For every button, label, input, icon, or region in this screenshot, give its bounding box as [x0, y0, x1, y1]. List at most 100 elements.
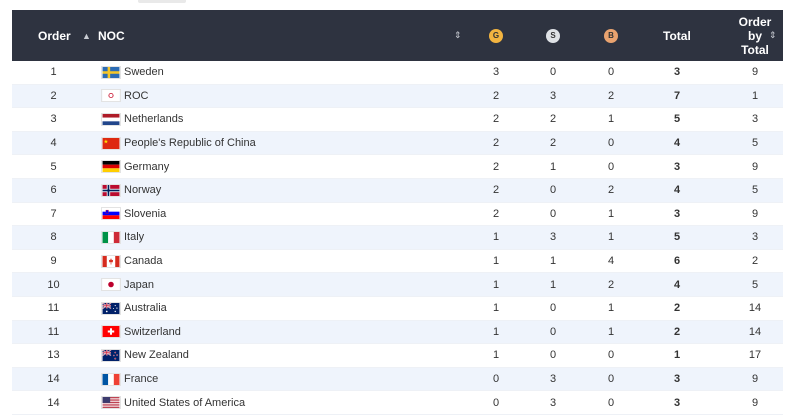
- silver-count: 3: [549, 373, 557, 386]
- noc-name[interactable]: Norway: [124, 184, 162, 197]
- order-cell: 14: [47, 396, 60, 409]
- order-cell: 10: [47, 278, 60, 291]
- order-by-total-cell: 5: [751, 137, 759, 150]
- table-row[interactable]: 13 New Zealand 1 0 0 1 17: [12, 344, 783, 368]
- gold-count: 2: [492, 160, 500, 173]
- order-by-total-cell: 17: [748, 349, 762, 362]
- noc-name[interactable]: Germany: [124, 160, 170, 173]
- bronze-count: 2: [607, 184, 615, 197]
- table-row[interactable]: 7 Slovenia 2 0 1 3 9: [12, 203, 783, 227]
- table-row[interactable]: 3 Netherlands 2 2 1 5 3: [12, 108, 783, 132]
- noc-name[interactable]: Japan: [124, 278, 154, 291]
- slovenia-flag-icon: [101, 203, 121, 226]
- gold-count: 2: [492, 137, 500, 150]
- table-row[interactable]: 9 Canada 1 1 4 6 2: [12, 250, 783, 274]
- gold-header[interactable]: G: [489, 10, 503, 61]
- silver-count: 0: [549, 207, 557, 220]
- table-row[interactable]: 2 ROC 2 3 2 7 1: [12, 84, 783, 109]
- order-sort-icon[interactable]: ▲︎: [82, 30, 91, 41]
- noc-name[interactable]: France: [124, 373, 159, 386]
- total-count: 3: [673, 396, 681, 409]
- bronze-count: 1: [607, 302, 615, 315]
- noc-name[interactable]: People's Republic of China: [124, 137, 256, 150]
- order-cell: 4: [50, 137, 57, 150]
- table-row[interactable]: 11 Switzerland 1 0 1 2 14: [12, 320, 783, 345]
- australia-flag-icon: [101, 297, 121, 320]
- noc-name[interactable]: Canada: [124, 255, 163, 268]
- order-by-total-cell: 5: [751, 184, 759, 197]
- noc-name[interactable]: New Zealand: [124, 349, 189, 362]
- gold-count: 2: [492, 89, 500, 102]
- noc-name[interactable]: Switzerland: [124, 325, 181, 338]
- noc-name[interactable]: Sweden: [124, 66, 164, 79]
- silver-count: 0: [549, 349, 557, 362]
- order-cell: 14: [47, 373, 60, 386]
- table-row[interactable]: 5 Germany 2 1 0 3 9: [12, 155, 783, 179]
- gold-count: 1: [492, 278, 500, 291]
- table-row[interactable]: 14 France 0 3 0 3 9: [12, 367, 783, 392]
- noc-name[interactable]: Italy: [124, 231, 145, 244]
- order-header-label: Order: [38, 28, 71, 43]
- total-count: 3: [673, 160, 681, 173]
- order-by-total-cell: 1: [751, 89, 759, 102]
- total-count: 7: [673, 89, 681, 102]
- silver-count: 2: [549, 137, 557, 150]
- total-count: 5: [673, 231, 681, 244]
- noc-name[interactable]: ROC: [124, 89, 149, 102]
- table-row[interactable]: 4 People's Republic of China 2 2 0 4 5: [12, 131, 783, 156]
- total-count: 3: [673, 207, 681, 220]
- silver-header[interactable]: S: [546, 10, 560, 61]
- order-by-total-cell: 9: [751, 207, 759, 220]
- bronze-count: 1: [607, 207, 615, 220]
- noc-name[interactable]: Netherlands: [124, 113, 184, 126]
- noc-sort-icon[interactable]: ⇕: [454, 30, 462, 40]
- total-header-label: Total: [663, 28, 691, 43]
- order-header[interactable]: Order: [38, 10, 71, 61]
- bronze-count: 1: [607, 325, 615, 338]
- order-by-total-cell: 3: [751, 113, 759, 126]
- total-count: 3: [673, 373, 681, 386]
- bronze-count: 0: [607, 373, 615, 386]
- bronze-count: 4: [607, 255, 615, 268]
- silver-count: 0: [549, 302, 557, 315]
- total-count: 2: [673, 302, 681, 315]
- bronze-header[interactable]: B: [604, 10, 618, 61]
- order-cell: 6: [50, 184, 57, 197]
- gold-count: 2: [492, 113, 500, 126]
- order-by-total-cell: 5: [751, 278, 759, 291]
- total-header[interactable]: Total: [663, 10, 691, 61]
- order-by-total-header[interactable]: Order by Total: [729, 10, 781, 61]
- order-by-total-sort-icon[interactable]: ⇕: [769, 30, 777, 40]
- table-body: 1 Sweden 3 0 0 3 9 2 ROC 2 3 2 7 1 3 Netherlands 2 2 1 5 3 4 P…: [12, 61, 783, 415]
- table-row[interactable]: 14 United States of America 0 3 0 3 9: [12, 391, 783, 415]
- gold-count: 0: [492, 396, 500, 409]
- table-row[interactable]: 8 Italy 1 3 1 5 3: [12, 226, 783, 250]
- order-by-total-cell: 14: [748, 302, 762, 315]
- gold-count: 0: [492, 373, 500, 386]
- table-row[interactable]: 10 Japan 1 1 2 4 5: [12, 273, 783, 297]
- silver-count: 1: [549, 160, 557, 173]
- order-by-total-cell: 3: [751, 231, 759, 244]
- table-row[interactable]: 6 Norway 2 0 2 4 5: [12, 178, 783, 203]
- table-row[interactable]: 1 Sweden 3 0 0 3 9: [12, 61, 783, 85]
- silver-count: 0: [549, 66, 557, 79]
- silver-count: 2: [549, 113, 557, 126]
- order-cell: 2: [50, 89, 57, 102]
- gold-count: 2: [492, 184, 500, 197]
- order-cell: 11: [47, 325, 60, 338]
- noc-name[interactable]: United States of America: [124, 396, 246, 409]
- noc-name[interactable]: Slovenia: [124, 207, 167, 220]
- noc-name[interactable]: Australia: [124, 302, 167, 315]
- silver-count: 3: [549, 231, 557, 244]
- sweden-flag-icon: [101, 61, 121, 84]
- noc-header[interactable]: NOC: [98, 10, 125, 61]
- gold-count: 2: [492, 207, 500, 220]
- order-cell: 1: [50, 66, 57, 79]
- gold-count: 1: [492, 255, 500, 268]
- japan-flag-icon: [101, 273, 121, 296]
- table-header: Order ▲︎ NOC ⇕ G S B Total Order by Tota…: [12, 10, 783, 61]
- top-tab-stub: [138, 0, 186, 3]
- table-row[interactable]: 11 Australia 1 0 1 2 14: [12, 297, 783, 321]
- silver-count: 3: [549, 89, 557, 102]
- noc-header-label: NOC: [98, 28, 125, 43]
